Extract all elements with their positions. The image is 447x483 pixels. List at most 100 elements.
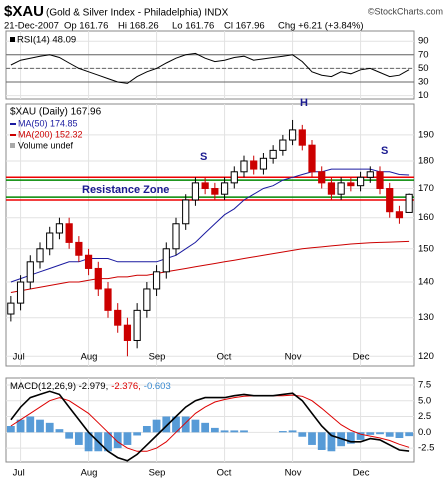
x-tick-label: Dec [353,468,370,479]
y-tick-label: 50 [418,63,429,74]
histogram-bar [55,429,64,433]
histogram-bar [26,416,35,433]
candle-body [327,182,336,195]
candle-body [240,160,248,173]
candle-body [16,281,25,304]
candle-body [250,160,258,170]
line [10,52,410,84]
histogram-bar [104,432,112,452]
annotation: Resistance Zone [82,184,169,196]
y-tick-label: 7.5 [418,379,431,390]
candle-body [26,261,34,283]
candle-body [46,232,54,250]
panel-title: $XAU (Daily) 167.96 [10,107,102,118]
candle-body [123,324,132,341]
histogram-bar [84,432,93,452]
candle-body [182,199,190,225]
title: $XAU [4,3,44,20]
candle-body [162,248,170,273]
candle-body [211,188,219,195]
candle-body [55,223,64,234]
legend-entry: -0.603 [144,381,171,392]
stat: Hi 168.26 [118,21,159,32]
histogram-bar [376,432,384,435]
histogram-bar [181,416,190,433]
line [10,168,410,283]
stat: Op 161.76 [64,21,108,32]
candle-body [356,176,365,187]
candle-body [337,182,345,195]
candle-body [75,241,83,256]
x-tick-label: Sep [149,352,166,363]
x-tick-label: Jul [13,468,25,479]
x-tick-label: Sep [149,468,166,479]
line [10,240,410,293]
histogram-bar [45,422,54,433]
histogram-bar [317,432,326,450]
x-tick-label: Jul [13,352,25,363]
candle-body [65,223,73,243]
y-tick-label: 2.5 [418,411,431,422]
candle-body [279,139,287,151]
candle-body [36,248,44,263]
histogram-bar [298,432,307,437]
candle-body [259,157,268,170]
annotation: S [200,151,207,163]
stat: Cl 167.96 [224,21,265,32]
y-tick-label: 140 [418,277,434,288]
histogram-bar [230,430,239,433]
candle-body [366,171,374,178]
histogram-bar [162,416,171,433]
candle-body [230,171,238,184]
candle-body [376,171,384,190]
histogram-bar [240,430,248,433]
y-tick-label: 0.0 [418,427,431,438]
y-tick-label: -2.5 [418,443,434,454]
source: ©StockCharts.com [368,6,443,16]
histogram-bar [123,432,132,445]
candle-body [318,171,326,184]
histogram-bar [288,430,297,433]
candle-body [220,182,229,195]
candle-body [308,144,316,173]
candle-body [84,254,93,269]
histogram-bar [356,432,365,440]
candle-body [288,129,297,141]
y-tick-label: 30 [418,77,429,88]
histogram-bar [191,419,200,433]
x-tick-label: Dec [353,352,370,363]
legend-entry: Volume undef [18,140,74,150]
line [10,390,410,462]
legend-swatch [10,143,15,148]
panel [5,30,415,100]
legend-swatch [10,37,15,42]
histogram-bar [210,427,219,433]
candle-body [269,149,277,159]
candle-body [298,129,306,146]
candle-body [104,288,112,311]
panel-title: MACD(12,26,9) -2.979, -2.376, -0.603 [10,381,171,392]
histogram-bar [65,432,74,439]
candle-body [152,271,161,290]
y-tick-label: 90 [418,36,429,47]
histogram-bar [113,432,122,449]
x-tick-label: Oct [217,352,232,363]
histogram-bar [346,432,355,444]
y-tick-label: 5.0 [418,395,431,406]
line [10,394,410,452]
y-tick-label: 180 [418,155,434,166]
histogram-bar [395,432,404,438]
histogram-bar [6,426,15,433]
candle-body [405,193,413,213]
candle-body [347,182,355,187]
y-tick-label: 170 [418,183,434,194]
histogram-bar [152,419,161,433]
candle-body [94,267,102,290]
histogram-bar [133,432,142,436]
histogram-bar [201,422,210,433]
histogram-bar [74,432,83,445]
candle-body [143,288,151,311]
x-tick-label: Nov [285,352,302,363]
y-tick-label: 130 [418,312,434,323]
